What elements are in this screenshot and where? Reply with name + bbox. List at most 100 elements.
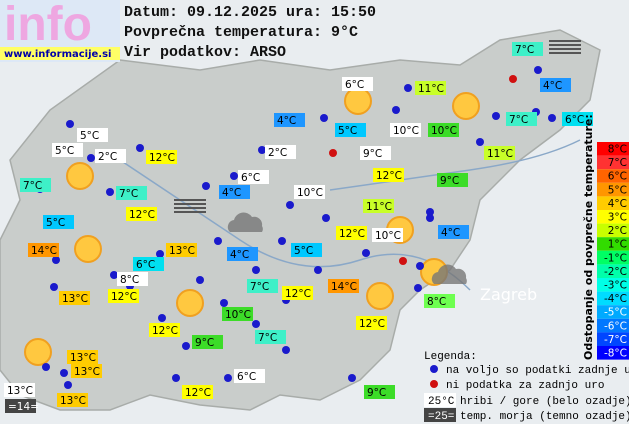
station-label-bg xyxy=(234,369,265,383)
station-label: 12°C xyxy=(359,318,385,330)
station-dot xyxy=(476,138,484,146)
fog-icon xyxy=(549,48,581,50)
station-dot xyxy=(322,214,330,222)
station-label-bg xyxy=(133,257,164,271)
station-label-bg xyxy=(117,272,148,286)
station-dot xyxy=(182,342,190,350)
station-dot xyxy=(404,84,412,92)
station-label: 13°C xyxy=(169,245,195,257)
station-label: 11°C xyxy=(366,201,392,213)
station-label-bg xyxy=(437,173,468,187)
site-box xyxy=(0,47,120,60)
scale-label: 6°C xyxy=(608,171,627,183)
station-dot xyxy=(348,374,356,382)
station-label-bg xyxy=(238,170,269,184)
sun-icon xyxy=(366,282,394,310)
station-label-bg xyxy=(540,78,571,92)
station-dot xyxy=(392,106,400,114)
legend-dot xyxy=(430,365,438,373)
station-label-bg xyxy=(222,307,253,321)
station-dot xyxy=(172,374,180,382)
station-label-bg xyxy=(363,199,394,213)
river xyxy=(119,159,471,291)
fog-icon xyxy=(174,207,206,209)
station-label: 5°C xyxy=(46,217,65,229)
station-label-bg xyxy=(116,186,147,200)
legend-title: Legenda: xyxy=(424,351,477,363)
station-label: 5°C xyxy=(55,145,74,157)
sun-icon xyxy=(24,338,52,366)
legend-sample xyxy=(424,393,456,407)
station-label-bg xyxy=(274,113,305,127)
station-label: 12°C xyxy=(152,325,178,337)
station-label: 13°C xyxy=(74,366,100,378)
station-label-bg xyxy=(373,168,404,182)
station-dot xyxy=(66,120,74,128)
station-label-bg xyxy=(71,364,102,378)
scale-step xyxy=(597,305,629,319)
avg-line: Povprečna temperatura: 9°C xyxy=(124,24,358,41)
station-label: 5°C xyxy=(80,130,99,142)
station-label: 7°C xyxy=(515,44,534,56)
scale-label: -7°C xyxy=(604,334,627,346)
scale-title: Odstopanje od povprečne temperature: xyxy=(582,114,595,360)
scale-label: 2°C xyxy=(608,225,627,237)
station-label-bg xyxy=(562,112,593,126)
sun-icon xyxy=(74,235,102,263)
station-label: 12°C xyxy=(111,291,137,303)
legend-dot xyxy=(430,380,438,388)
station-label-bg xyxy=(149,323,180,337)
station-label: 9°C xyxy=(363,148,382,160)
station-label: 8°C xyxy=(120,274,139,286)
station-label: 10°C xyxy=(297,187,323,199)
station-label: 7°C xyxy=(119,188,138,200)
station-label: 5°C xyxy=(294,245,313,257)
station-dot xyxy=(534,66,542,74)
station-dot xyxy=(110,271,118,279)
station-label-bg xyxy=(424,294,455,308)
legend-text: temp. morja (temno ozadje) xyxy=(460,411,629,423)
scale-label: 8°C xyxy=(608,144,627,156)
fog-icon xyxy=(174,211,206,213)
station-label: 10°C xyxy=(393,125,419,137)
station-label-bg xyxy=(328,279,359,293)
date-line: Datum: 09.12.2025 ura: 15:50 xyxy=(124,4,376,21)
station-dot xyxy=(362,249,370,257)
station-dot xyxy=(258,146,266,154)
station-label: 2°C xyxy=(268,147,287,159)
station-label: 4°C xyxy=(441,227,460,239)
scale-step xyxy=(597,278,629,292)
station-label-bg xyxy=(291,243,322,257)
station-dot xyxy=(64,381,72,389)
station-dot xyxy=(282,346,290,354)
station-label-bg xyxy=(4,383,35,397)
cloud-icon xyxy=(431,264,467,284)
scale-label: -6°C xyxy=(604,320,627,332)
station-dot xyxy=(224,374,232,382)
scale-label: -2°C xyxy=(604,266,627,278)
station-label-bg xyxy=(506,112,537,126)
station-dot xyxy=(214,237,222,245)
station-label-bg xyxy=(108,289,139,303)
station-label: 12°C xyxy=(376,170,402,182)
station-label: 7°C xyxy=(509,114,528,126)
station-label: 13°C xyxy=(60,395,86,407)
station-dot xyxy=(156,250,164,258)
station-dot xyxy=(106,188,114,196)
sun-icon xyxy=(344,87,372,115)
station-label-bg xyxy=(5,399,36,413)
station-label-bg xyxy=(265,145,296,159)
station-label: 10°C xyxy=(375,230,401,242)
legend-text: ni podatka za zadnjo uro xyxy=(446,380,604,392)
station-label: 14°C xyxy=(31,245,57,257)
fog-icon xyxy=(174,199,206,201)
station-label-bg xyxy=(390,123,421,137)
station-label-bg xyxy=(219,185,250,199)
station-dot xyxy=(278,237,286,245)
fog-icon xyxy=(174,203,206,205)
scale-step xyxy=(597,250,629,265)
station-label: 12°C xyxy=(149,152,175,164)
station-label: 12°C xyxy=(185,387,211,399)
